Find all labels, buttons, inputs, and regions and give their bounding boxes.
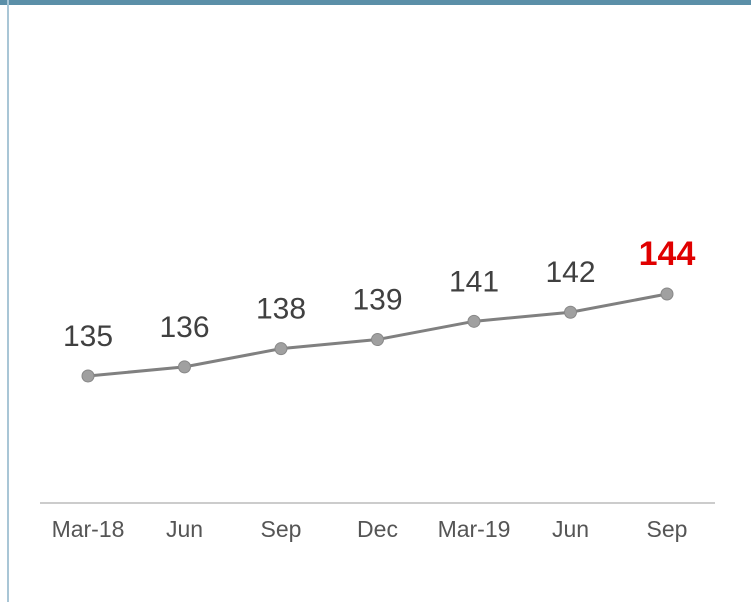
x-tick-label: Mar-18 — [52, 516, 125, 542]
value-label: 138 — [256, 293, 306, 326]
value-label: 142 — [545, 256, 595, 289]
x-tick-label: Sep — [647, 516, 688, 542]
value-label: 141 — [449, 265, 499, 298]
point — [274, 342, 288, 356]
point — [371, 333, 384, 347]
x-tick-label: Jun — [552, 516, 589, 542]
value-label: 139 — [352, 283, 402, 316]
left-border — [7, 0, 9, 602]
point — [81, 369, 95, 383]
value-label: 144 — [639, 235, 696, 273]
top-border — [0, 0, 751, 5]
x-tick-label: Mar-19 — [438, 516, 511, 542]
x-tick-label: Dec — [357, 516, 398, 542]
point — [564, 305, 577, 319]
point — [178, 360, 191, 374]
value-label: 136 — [159, 311, 209, 344]
x-tick-label: Jun — [166, 516, 203, 542]
x-tick-label: Sep — [261, 516, 302, 542]
value-label: 135 — [63, 320, 113, 353]
point — [660, 287, 674, 301]
point — [467, 314, 481, 328]
